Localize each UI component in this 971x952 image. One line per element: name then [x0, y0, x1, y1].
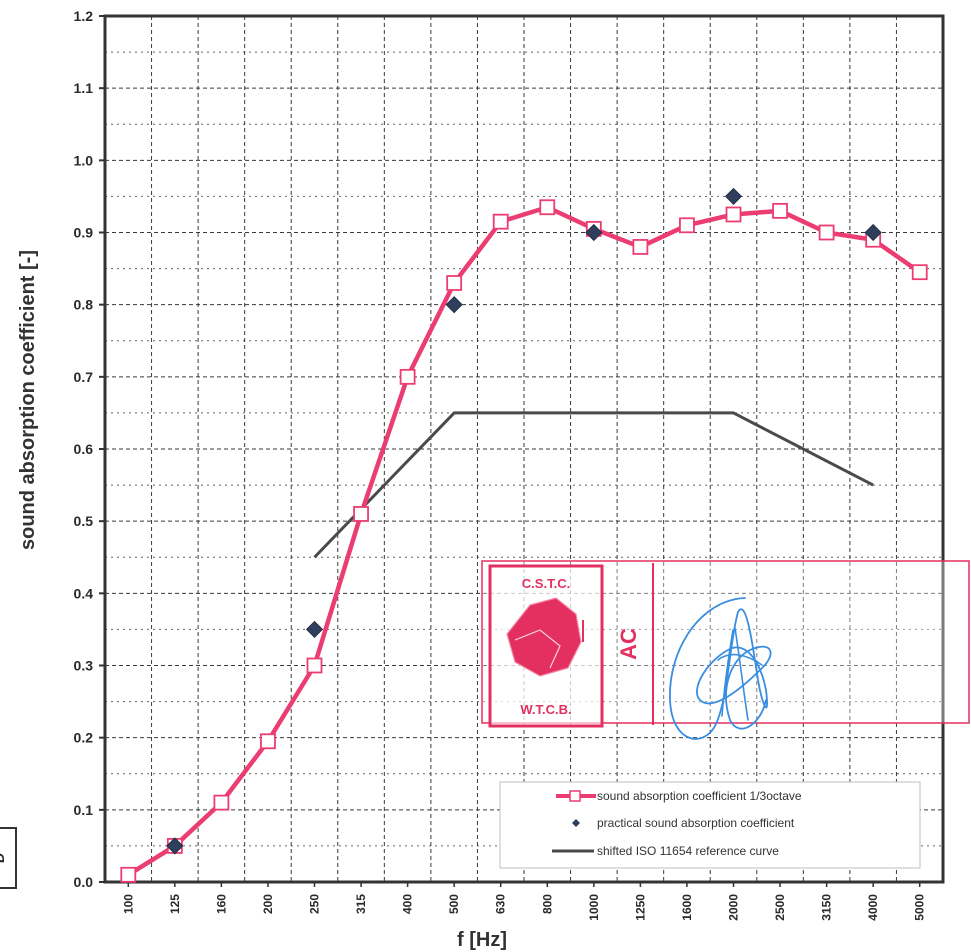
reference-curve-layer: [313, 411, 874, 559]
legend: sound absorption coefficient 1/3octave pr…: [499, 781, 921, 869]
legend-swatch-practical: [572, 819, 580, 827]
y-axis-ticks: 0.0 0.1 0.2 0.3 0.4 0.5 0.6 0.7 0.8 0.9 1.0 1.1 1.2: [74, 8, 105, 890]
absorption-point-square: [120, 866, 137, 883]
practical-point-diamond: [864, 223, 882, 242]
legend-label: sound absorption coefficient 1/3octave: [597, 789, 802, 803]
certification-stamp: C.S.T.C. W.T.C.B. AC: [481, 560, 970, 740]
y-tick-label: 1.0: [74, 152, 94, 168]
x-tick-label: 200: [261, 894, 275, 914]
absorption-point-square: [446, 275, 463, 291]
stamp-logo-icon: [506, 597, 582, 677]
practical-point-diamond: [305, 620, 324, 638]
x-tick-label: 160: [214, 894, 228, 914]
practical-point-diamond: [445, 296, 463, 314]
x-tick-label: 315: [354, 894, 368, 914]
stamp-top-text: C.S.T.C.: [522, 576, 570, 591]
y-tick-label: 0.9: [74, 225, 94, 241]
y-tick-label: 0.3: [74, 658, 94, 674]
x-axis-title: f [Hz]: [457, 929, 507, 951]
x-tick-label: 400: [401, 894, 415, 914]
absorption-point-square: [725, 206, 742, 223]
x-tick-label: 2500: [773, 894, 787, 921]
margin-fragment-text: D: [0, 853, 7, 863]
x-tick-label: 100: [121, 894, 135, 914]
stamp-bottom-text: W.T.C.B.: [520, 702, 571, 717]
x-tick-label: 630: [494, 894, 508, 914]
legend-swatch-absorption-marker: [569, 790, 581, 802]
absorption-point-square: [260, 733, 276, 750]
reference-curve-line: [313, 411, 874, 559]
absorption-point-square: [632, 239, 649, 255]
x-tick-label: 1250: [633, 894, 647, 921]
absorption-curve-layer: [120, 199, 928, 883]
y-tick-label: 0.0: [74, 874, 94, 890]
legend-label: practical sound absorption coefficient: [597, 816, 795, 830]
x-tick-label: 3150: [820, 894, 834, 921]
y-tick-label: 1.1: [74, 80, 94, 96]
stamp-side-text: AC: [616, 628, 641, 660]
legend-label: shifted ISO 11654 reference curve: [597, 844, 779, 858]
practical-point-diamond: [724, 187, 743, 205]
absorption-point-square: [213, 794, 230, 811]
y-tick-label: 0.7: [74, 369, 94, 385]
absorption-point-square: [539, 199, 556, 216]
y-tick-label: 0.8: [74, 297, 94, 313]
practical-points-layer: [166, 187, 882, 855]
absorption-point-square: [399, 368, 416, 385]
x-tick-label: 5000: [913, 894, 927, 921]
margin-fragment-box: [0, 827, 17, 889]
practical-point-diamond: [166, 837, 184, 855]
signature-scribble: [669, 597, 772, 740]
y-tick-label: 0.4: [74, 585, 94, 601]
x-tick-label: 1600: [680, 894, 694, 921]
x-tick-label: 1000: [587, 894, 601, 921]
axis-titles: sound absorption coefficient [-] f [Hz]: [17, 250, 507, 951]
y-tick-label: 0.5: [74, 513, 94, 529]
x-tick-label: 500: [447, 894, 461, 914]
x-tick-label: 4000: [866, 894, 880, 921]
stamp-logo-icon-lines: [514, 629, 561, 669]
absorption-point-square: [353, 506, 369, 522]
x-tick-label: 2000: [727, 894, 741, 921]
y-tick-label: 1.2: [74, 8, 94, 24]
absorption-point-square: [492, 213, 509, 230]
margin-fragment: D: [0, 827, 17, 889]
absorption-point-square: [306, 657, 323, 674]
x-tick-label: 800: [540, 894, 554, 914]
x-tick-label: 250: [308, 894, 322, 914]
x-axis-ticks: 100 125 160 200 250 315 400 500 630 800 1000 1250 16…: [121, 882, 927, 921]
absorption-point-square: [772, 202, 788, 219]
x-tick-label: 125: [168, 894, 182, 914]
practical-point-diamond: [585, 223, 603, 242]
y-tick-label: 0.1: [74, 802, 94, 818]
y-tick-label: 0.6: [74, 441, 94, 457]
signature-strokes: [717, 627, 763, 721]
y-tick-label: 0.2: [74, 730, 94, 746]
y-axis-title: sound absorption coefficient [-]: [17, 250, 39, 550]
absorption-point-square: [911, 264, 928, 281]
absorption-point-square: [679, 217, 695, 234]
absorption-point-square: [818, 224, 835, 241]
